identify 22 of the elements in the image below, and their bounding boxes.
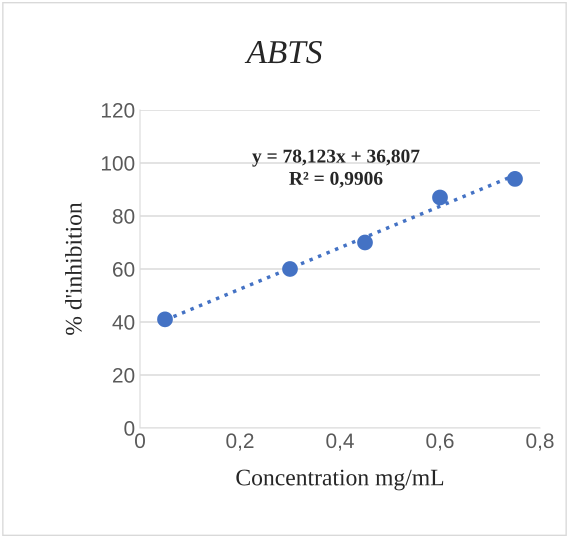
annotation: R² = 0,9906 <box>289 172 383 188</box>
y-tick-label: 40 <box>112 315 134 330</box>
annotation: y = 78,123x + 36,807 <box>252 150 420 167</box>
x-tick-label: 0,8 <box>526 433 554 451</box>
y-tick-label: 60 <box>113 262 134 277</box>
y-tick-label: 0 <box>124 421 134 436</box>
y-tick-label: 120 <box>102 103 134 118</box>
point <box>357 234 373 250</box>
x-tick-label: 0,2 <box>226 433 254 451</box>
y-tick-label: 20 <box>113 368 134 383</box>
y-axis-title: % d'inhibition <box>65 202 82 335</box>
y-tick-label: 100 <box>102 156 134 171</box>
chart-title: ABTS <box>244 40 322 64</box>
y-tick-label: 80 <box>112 209 134 224</box>
x-tick-label: 0,4 <box>326 433 354 451</box>
point <box>432 190 448 206</box>
point <box>157 311 173 328</box>
x-tick-label: 0,6 <box>426 433 454 451</box>
point <box>507 171 523 187</box>
x-axis-title: Concentration mg/mL <box>236 470 444 490</box>
x-tick-label: 0 <box>135 433 145 448</box>
point <box>282 261 298 277</box>
